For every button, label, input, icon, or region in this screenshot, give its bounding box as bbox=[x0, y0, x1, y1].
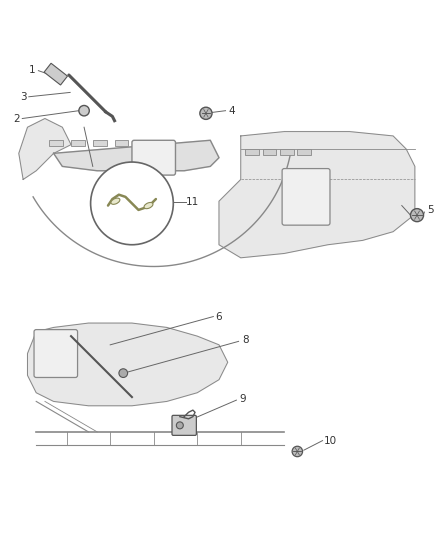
Bar bbox=[49, 140, 63, 147]
FancyBboxPatch shape bbox=[132, 140, 176, 175]
Text: 11: 11 bbox=[186, 197, 200, 207]
Text: 6: 6 bbox=[215, 312, 223, 321]
Circle shape bbox=[410, 208, 424, 222]
Circle shape bbox=[200, 107, 212, 119]
Circle shape bbox=[292, 446, 303, 457]
Bar bbox=[280, 149, 294, 155]
Bar bbox=[71, 140, 85, 147]
Polygon shape bbox=[19, 118, 71, 180]
Polygon shape bbox=[44, 63, 67, 85]
Text: 1: 1 bbox=[28, 65, 35, 75]
Text: 2: 2 bbox=[13, 115, 20, 124]
Bar bbox=[297, 149, 311, 155]
Text: 3: 3 bbox=[20, 92, 26, 102]
Circle shape bbox=[177, 422, 184, 429]
Circle shape bbox=[119, 369, 127, 377]
FancyBboxPatch shape bbox=[282, 168, 330, 225]
Bar bbox=[262, 149, 276, 155]
Circle shape bbox=[91, 162, 173, 245]
FancyBboxPatch shape bbox=[34, 329, 78, 377]
Ellipse shape bbox=[144, 203, 153, 209]
Polygon shape bbox=[28, 323, 228, 406]
Text: 4: 4 bbox=[229, 106, 235, 116]
Polygon shape bbox=[219, 132, 415, 258]
Bar bbox=[93, 140, 107, 147]
Bar bbox=[115, 140, 128, 147]
Text: 5: 5 bbox=[427, 205, 433, 215]
Text: 10: 10 bbox=[323, 435, 336, 446]
FancyBboxPatch shape bbox=[172, 415, 196, 435]
Text: 8: 8 bbox=[242, 335, 248, 345]
Polygon shape bbox=[53, 140, 219, 171]
Circle shape bbox=[79, 106, 89, 116]
Text: 9: 9 bbox=[240, 394, 246, 404]
Bar bbox=[245, 149, 259, 155]
Ellipse shape bbox=[111, 198, 120, 204]
